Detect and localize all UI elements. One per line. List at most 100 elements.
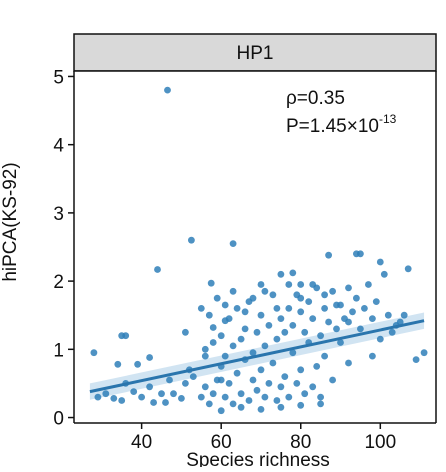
- data-point: [309, 281, 317, 288]
- data-point: [357, 250, 364, 258]
- data-point: [309, 383, 317, 391]
- x-axis-label: Species richness: [186, 450, 330, 467]
- y-tick-label: 3: [53, 204, 64, 225]
- data-point: [420, 349, 428, 357]
- data-point: [158, 390, 165, 398]
- x-tick-label: 80: [290, 432, 311, 453]
- data-point: [164, 86, 171, 94]
- data-point: [154, 266, 161, 273]
- data-point: [110, 395, 118, 402]
- data-point: [209, 390, 217, 398]
- data-point: [273, 397, 281, 404]
- data-point: [150, 399, 158, 406]
- data-point: [217, 407, 225, 415]
- data-point: [188, 236, 195, 244]
- data-point: [122, 332, 130, 340]
- x-tick-label: 40: [131, 432, 152, 453]
- data-point: [317, 332, 324, 340]
- data-point: [245, 397, 253, 404]
- fit-line: [89, 319, 425, 394]
- y-tick-label: 4: [53, 136, 64, 157]
- data-point: [217, 332, 225, 340]
- data-point: [237, 390, 245, 398]
- data-point: [333, 325, 340, 333]
- data-point: [321, 291, 328, 299]
- data-point: [225, 380, 233, 387]
- data-point: [162, 399, 169, 406]
- data-point: [325, 318, 332, 326]
- p-value-exponent: -13: [379, 112, 397, 126]
- data-point: [209, 339, 217, 346]
- data-point: [114, 360, 122, 368]
- data-point: [313, 363, 321, 370]
- data-point: [297, 308, 305, 316]
- fit-line-layer: [89, 319, 425, 394]
- data-point: [253, 386, 261, 394]
- data-point: [285, 281, 293, 288]
- data-point: [309, 315, 317, 322]
- data-point: [265, 380, 273, 387]
- data-point: [237, 335, 245, 343]
- data-point: [357, 325, 364, 333]
- data-point: [182, 328, 189, 336]
- data-point: [369, 315, 376, 322]
- data-point: [207, 279, 215, 287]
- data-point: [205, 400, 213, 408]
- data-point: [349, 308, 356, 316]
- data-point: [277, 383, 285, 391]
- data-point: [297, 294, 305, 302]
- data-point: [317, 400, 324, 408]
- data-point: [118, 397, 126, 404]
- y-axis-label: hiPCA(KS-92): [0, 162, 21, 281]
- data-point: [249, 349, 257, 357]
- data-point: [94, 393, 102, 401]
- data-point: [134, 360, 142, 368]
- data-point: [305, 298, 313, 305]
- data-point: [257, 281, 265, 288]
- data-point: [329, 287, 336, 295]
- data-point: [257, 311, 265, 319]
- data-point: [388, 328, 396, 336]
- data-point: [333, 301, 340, 309]
- data-point: [345, 284, 352, 292]
- data-point: [221, 393, 229, 401]
- data-point: [225, 315, 233, 322]
- data-point: [166, 376, 173, 384]
- data-point: [380, 270, 388, 278]
- data-point: [277, 403, 285, 411]
- data-point: [297, 366, 305, 374]
- data-point: [102, 390, 110, 398]
- data-point: [396, 318, 404, 326]
- data-point: [233, 305, 241, 312]
- data-point: [269, 291, 277, 299]
- data-point: [146, 383, 154, 391]
- data-point: [345, 318, 352, 326]
- data-point: [146, 354, 154, 361]
- data-point: [209, 324, 217, 331]
- data-point: [229, 400, 237, 408]
- data-point: [297, 281, 305, 288]
- data-point: [289, 269, 297, 277]
- data-point: [277, 270, 285, 278]
- data-point: [277, 315, 285, 322]
- data-point: [241, 308, 249, 316]
- data-point: [281, 373, 289, 380]
- x-tick-label: 60: [211, 432, 232, 453]
- data-point: [400, 311, 408, 319]
- data-point: [321, 352, 328, 360]
- data-point: [384, 311, 392, 319]
- data-point: [257, 406, 265, 413]
- data-point: [289, 322, 297, 329]
- data-point: [337, 339, 344, 346]
- data-point: [201, 345, 209, 353]
- data-point: [201, 352, 209, 360]
- data-point: [285, 393, 293, 401]
- data-point: [301, 390, 309, 398]
- x-tick-label: 100: [364, 432, 396, 453]
- data-point: [170, 390, 177, 398]
- data-point: [353, 294, 360, 302]
- y-tick-label: 1: [53, 340, 64, 361]
- data-point: [221, 301, 229, 309]
- data-point: [261, 342, 269, 350]
